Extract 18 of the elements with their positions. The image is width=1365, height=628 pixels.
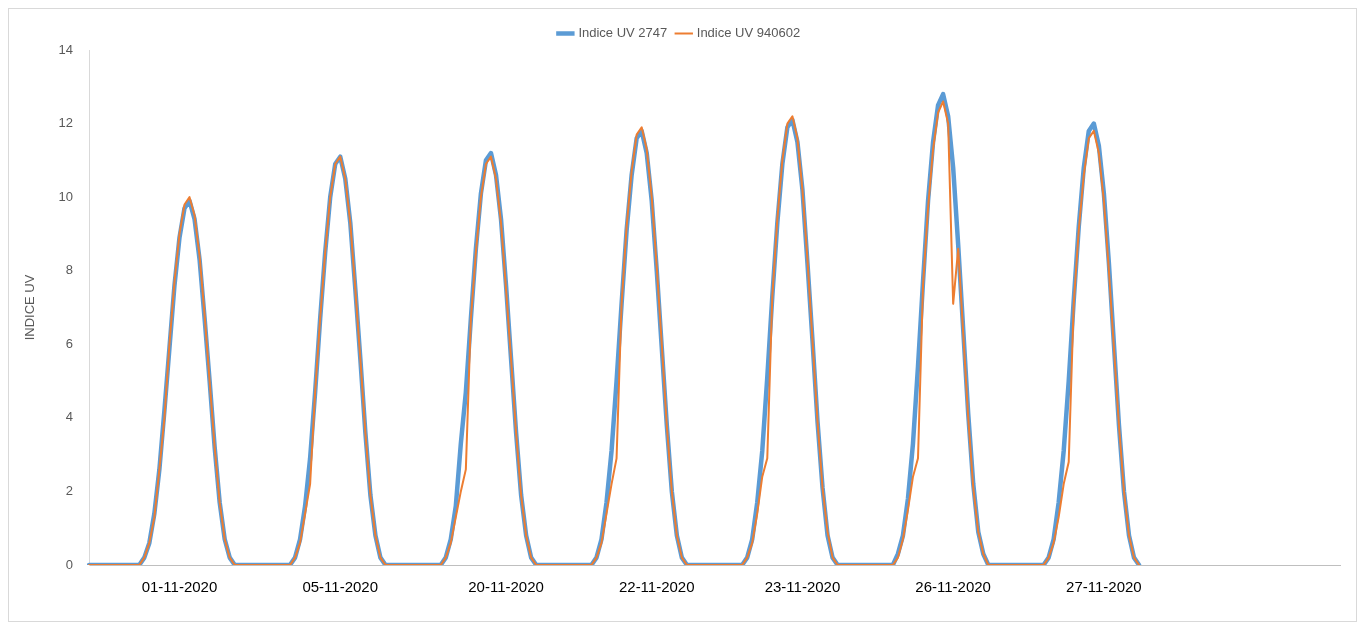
legend-label: Indice UV 940602	[696, 25, 801, 41]
x-tick-label: 22-11-2020	[618, 578, 695, 596]
legend-label: Indice UV 2747	[578, 25, 668, 41]
y-tick-label: 14	[58, 41, 74, 57]
x-tick-label: 23-11-2020	[764, 578, 841, 596]
x-tick-label: 26-11-2020	[915, 578, 991, 596]
y-tick-label: 0	[65, 556, 74, 572]
x-tick-label: 27-11-2020	[1066, 578, 1142, 596]
y-tick-label: 12	[58, 115, 74, 131]
y-tick-label: 6	[65, 335, 74, 351]
x-tick-label: 05-11-2020	[302, 578, 379, 596]
y-axis-title: INDICE UV	[22, 274, 38, 341]
x-tick-label: 01-11-2020	[141, 578, 218, 596]
y-tick-label: 2	[65, 483, 74, 499]
y-tick-label: 4	[65, 409, 74, 425]
y-tick-label: 8	[65, 262, 74, 278]
x-tick-label: 20-11-2020	[468, 578, 544, 596]
y-tick-label: 10	[58, 188, 74, 204]
